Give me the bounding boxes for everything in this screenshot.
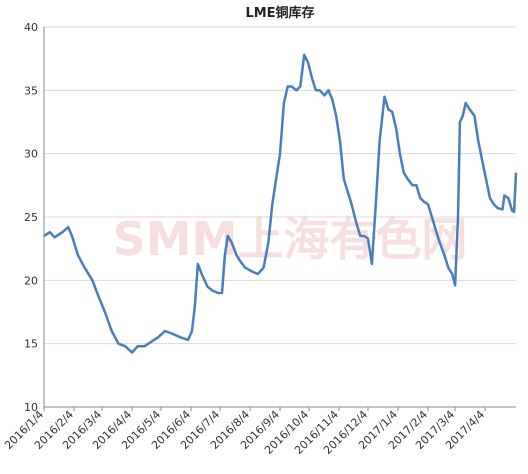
chart-title: LME铜库存 [245, 5, 314, 21]
y-tick-label: 35 [24, 84, 38, 97]
y-tick-label: 20 [24, 274, 38, 287]
y-tick-label: 40 [24, 21, 38, 34]
y-tick-label: 10 [24, 401, 38, 414]
line-series [43, 53, 518, 354]
y-tick-label: 25 [24, 211, 38, 224]
watermark: SMM上海有色网 [113, 212, 468, 266]
y-tick-label: 30 [24, 148, 38, 161]
y-tick-label: 15 [24, 338, 38, 351]
